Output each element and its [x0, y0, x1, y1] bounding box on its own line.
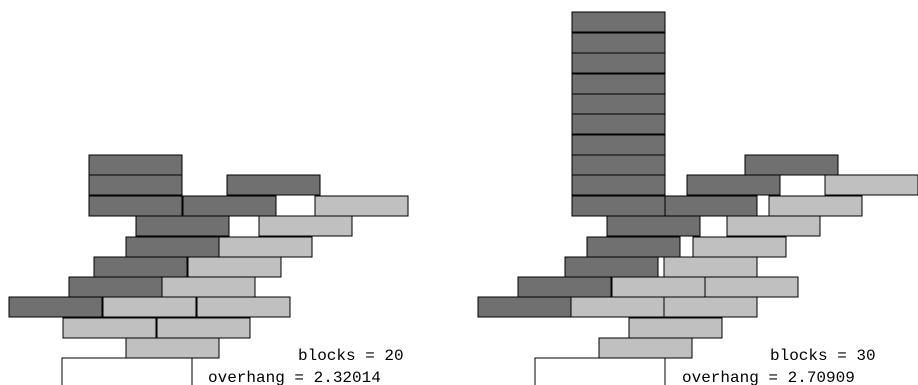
left-block-14	[161, 276, 256, 298]
left-block-8	[258, 215, 353, 237]
left-block-10	[218, 236, 313, 258]
right-block-2	[571, 32, 666, 54]
right-block-14	[824, 174, 918, 196]
right-block-22	[517, 276, 612, 298]
right-block-23	[663, 256, 758, 278]
left-block-18	[62, 317, 157, 339]
right-block-stack	[477, 11, 918, 359]
right-block-24	[477, 296, 572, 318]
left-block-4	[88, 195, 183, 217]
left-block-12	[187, 256, 282, 278]
left-block-6	[182, 195, 277, 217]
left-block-11	[93, 256, 188, 278]
right-block-27	[570, 296, 665, 318]
right-block-5	[571, 93, 666, 115]
right-block-16	[606, 215, 701, 237]
right-block-30	[598, 337, 693, 359]
right-blocks-label: blocks = 30	[770, 347, 876, 365]
left-block-13	[68, 276, 163, 298]
right-block-21	[692, 236, 787, 258]
right-block-13	[663, 195, 758, 217]
right-block-20	[564, 256, 659, 278]
left-block-17	[196, 296, 291, 318]
left-table	[61, 357, 193, 385]
right-block-7	[571, 134, 666, 156]
right-block-8	[571, 154, 666, 176]
right-block-3	[571, 52, 666, 74]
left-block-15	[8, 296, 103, 318]
right-block-1	[571, 11, 666, 33]
right-block-25	[611, 276, 706, 298]
right-block-9	[571, 174, 666, 196]
left-block-stack	[8, 154, 409, 359]
right-block-11	[744, 154, 839, 176]
left-block-19	[156, 317, 251, 339]
left-block-9	[125, 236, 220, 258]
left-block-5	[314, 195, 409, 217]
right-overhang-label: overhang = 2.70909	[682, 369, 855, 385]
right-block-12	[686, 174, 781, 196]
right-block-19	[726, 215, 821, 237]
left-block-16	[102, 296, 197, 318]
left-block-1	[88, 154, 183, 176]
right-block-15	[571, 195, 666, 217]
left-block-3	[226, 174, 321, 196]
left-blocks-label: blocks = 20	[298, 347, 404, 365]
right-block-4	[571, 73, 666, 95]
right-block-17	[768, 195, 863, 217]
right-block-29	[628, 317, 723, 339]
right-block-28	[663, 296, 758, 318]
right-block-18	[586, 236, 681, 258]
left-block-2	[88, 174, 183, 196]
right-table	[534, 357, 666, 385]
left-block-7	[135, 215, 230, 237]
left-overhang-label: overhang = 2.32014	[208, 369, 381, 385]
right-block-6	[571, 113, 666, 135]
left-block-20	[125, 337, 220, 359]
right-block-26	[704, 276, 799, 298]
